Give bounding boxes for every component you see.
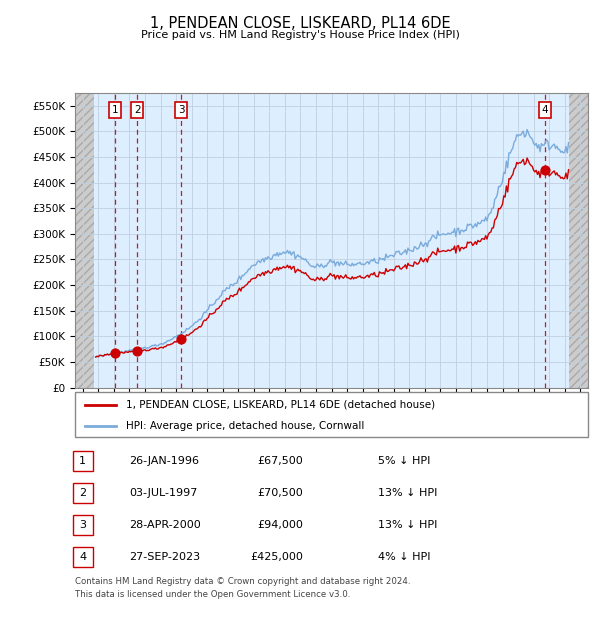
Text: 4% ↓ HPI: 4% ↓ HPI (378, 552, 431, 562)
Text: 1, PENDEAN CLOSE, LISKEARD, PL14 6DE: 1, PENDEAN CLOSE, LISKEARD, PL14 6DE (149, 16, 451, 30)
Text: 4: 4 (542, 105, 548, 115)
Text: 03-JUL-1997: 03-JUL-1997 (129, 488, 197, 498)
Point (110, 348, 120, 358)
Point (176, 334, 186, 344)
Text: 3: 3 (79, 520, 86, 530)
Point (540, 165, 550, 175)
Text: 27-SEP-2023: 27-SEP-2023 (129, 552, 200, 562)
Text: 28-APR-2000: 28-APR-2000 (129, 520, 201, 530)
Text: Contains HM Land Registry data © Crown copyright and database right 2024.: Contains HM Land Registry data © Crown c… (75, 577, 410, 586)
Text: 2: 2 (134, 105, 140, 115)
Text: 1: 1 (112, 105, 118, 115)
Text: 4: 4 (79, 552, 86, 562)
Text: 3: 3 (178, 105, 184, 115)
Text: 26-JAN-1996: 26-JAN-1996 (129, 456, 199, 466)
Point (133, 347, 142, 356)
Text: This data is licensed under the Open Government Licence v3.0.: This data is licensed under the Open Gov… (75, 590, 350, 600)
Text: 13% ↓ HPI: 13% ↓ HPI (378, 520, 437, 530)
Text: £67,500: £67,500 (257, 456, 303, 466)
Text: 1, PENDEAN CLOSE, LISKEARD, PL14 6DE (detached house): 1, PENDEAN CLOSE, LISKEARD, PL14 6DE (de… (127, 399, 436, 410)
Text: 13% ↓ HPI: 13% ↓ HPI (378, 488, 437, 498)
Text: 2: 2 (79, 488, 86, 498)
Text: 1: 1 (79, 456, 86, 466)
Text: £425,000: £425,000 (250, 552, 303, 562)
Text: £70,500: £70,500 (257, 488, 303, 498)
Text: 5% ↓ HPI: 5% ↓ HPI (378, 456, 430, 466)
Text: HPI: Average price, detached house, Cornwall: HPI: Average price, detached house, Corn… (127, 421, 365, 431)
FancyBboxPatch shape (75, 392, 588, 437)
Bar (75, 93, 94, 388)
Text: £94,000: £94,000 (257, 520, 303, 530)
Text: Price paid vs. HM Land Registry's House Price Index (HPI): Price paid vs. HM Land Registry's House … (140, 30, 460, 40)
Bar (569, 93, 588, 388)
